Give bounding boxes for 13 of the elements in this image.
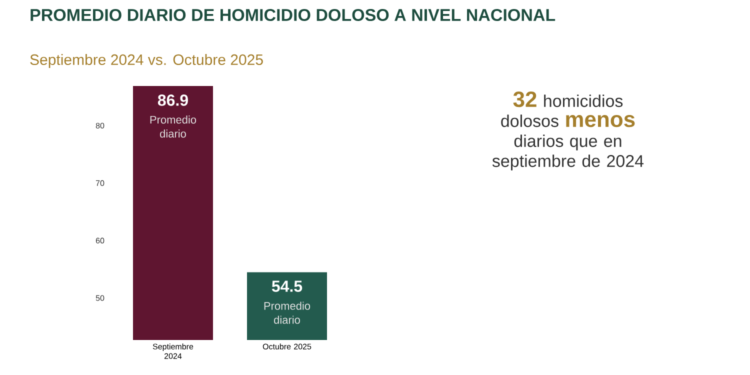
y-tick-label: 80 [96,122,104,128]
chart-title: PROMEDIO DIARIO DE HOMICIDIO DOLOSO A NIVEL NACIONAL [30,8,556,22]
y-tick-label: 70 [96,180,104,186]
x-tick-label: Octubre 2025 [262,344,312,350]
x-tick-label: Septiembre 2024 [152,344,194,359]
y-tick-label: 50 [96,295,104,301]
data-label: 54.5 [272,280,302,292]
chart-subtitle: Septiembre 2024 vs. Octubre 2025 [30,54,263,68]
annotation: Promedio diario [264,302,310,324]
annotation: Promedio diario [150,116,196,138]
text: 32 homicidios dolosos menos diarios que en septiembre de 2024 [492,92,644,170]
y-tick-label: 60 [96,238,104,244]
data-label: 86.9 [158,94,188,106]
